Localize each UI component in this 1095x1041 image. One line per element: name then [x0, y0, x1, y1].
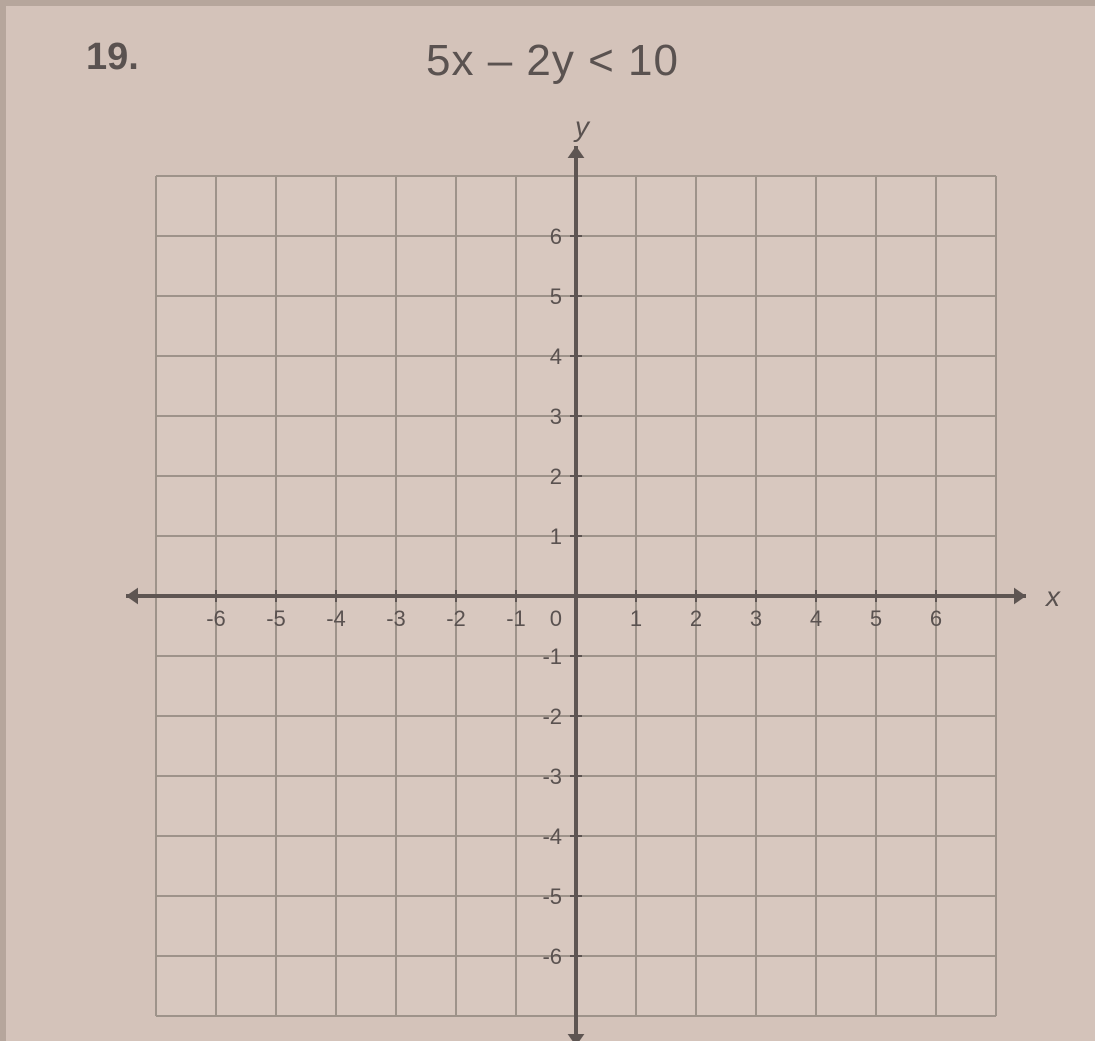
grid-svg: -6 -5 -4 -3 -2 -1 0 1 2 3 4 5 6 6 5 4 3 2 1 -1 -2 -3 -4 -5 -6 x y	[6, 6, 1095, 1041]
x-tick-label: 5	[870, 606, 882, 631]
x-tick-label: -1	[506, 606, 526, 631]
y-tick-label: 2	[550, 464, 562, 489]
y-tick-label: 3	[550, 404, 562, 429]
x-tick-label: 6	[930, 606, 942, 631]
y-axis-label: y	[573, 111, 591, 142]
y-tick-label: -5	[542, 884, 562, 909]
y-tick-label: 4	[550, 344, 562, 369]
x-tick-label: -5	[266, 606, 286, 631]
x-tick-label: 4	[810, 606, 822, 631]
axis-arrow-icon	[568, 146, 585, 158]
x-tick-label: -4	[326, 606, 346, 631]
x-tick-label: 3	[750, 606, 762, 631]
y-tick-label: -4	[542, 824, 562, 849]
x-tick-label: -6	[206, 606, 226, 631]
y-tick-label: -3	[542, 764, 562, 789]
page-root: 19. 5x – 2y < 10 -6-5-4-3-2-101234566543…	[0, 0, 1095, 1041]
x-tick-label: 1	[630, 606, 642, 631]
axis-arrow-icon	[568, 1034, 585, 1041]
y-tick-label: -6	[542, 944, 562, 969]
x-tick-label: 0	[550, 606, 562, 631]
axis-arrow-icon	[1014, 588, 1026, 605]
x-tick-label: -3	[386, 606, 406, 631]
y-tick-label: 6	[550, 224, 562, 249]
x-tick-label: -2	[446, 606, 466, 631]
y-tick-label: -2	[542, 704, 562, 729]
y-tick-label: 5	[550, 284, 562, 309]
x-axis-label: x	[1044, 581, 1061, 612]
coordinate-grid: -6 -5 -4 -3 -2 -1 0 1 2 3 4 5 6 6 5 4 3 2 1 -1 -2 -3 -4 -5 -6 x y	[6, 6, 1095, 1041]
y-tick-label: -1	[542, 644, 562, 669]
axis-arrow-icon	[126, 588, 138, 605]
x-tick-label: 2	[690, 606, 702, 631]
y-tick-label: 1	[550, 524, 562, 549]
